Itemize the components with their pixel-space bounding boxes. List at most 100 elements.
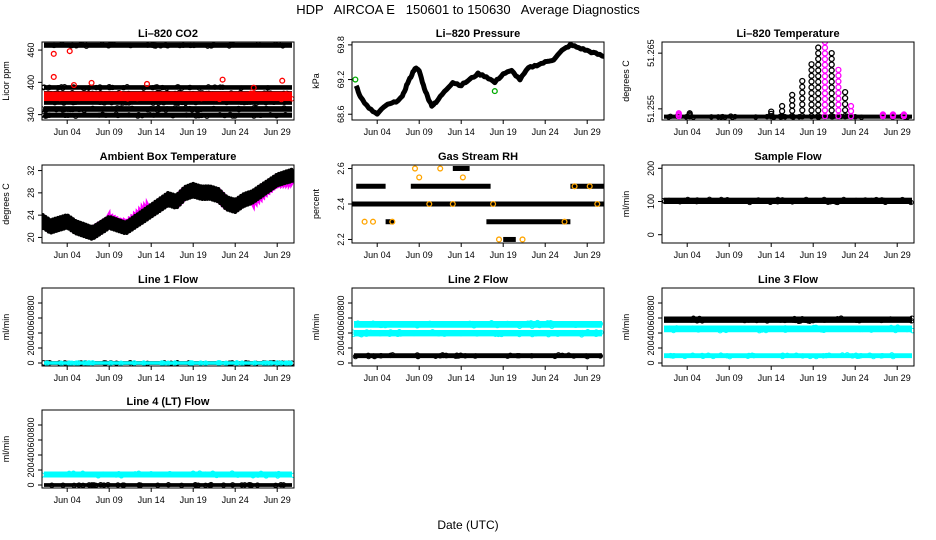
y-tick-label: 69.2 — [336, 71, 346, 89]
point — [183, 471, 189, 478]
point — [166, 471, 173, 477]
point — [352, 331, 357, 337]
point — [667, 352, 674, 359]
y-tick-label: 400 — [646, 325, 656, 340]
x-tick-label: Jun 19 — [800, 250, 827, 260]
x-tick-label: Jun 04 — [54, 495, 81, 505]
y-axis-label: percent — [311, 188, 321, 219]
point — [103, 112, 109, 118]
point — [198, 112, 205, 119]
point — [821, 112, 829, 120]
outlier-point — [594, 200, 601, 208]
x-tick-label: Jun 04 — [54, 127, 81, 137]
x-axis-label: Date (UTC) — [437, 518, 499, 532]
point — [281, 105, 287, 111]
point — [666, 325, 673, 331]
point — [690, 315, 697, 321]
x-tick-label: Jun 04 — [364, 127, 391, 137]
point — [815, 84, 822, 91]
point — [808, 66, 815, 74]
y-tick-label: 200 — [336, 340, 346, 355]
point — [217, 112, 223, 118]
plot-area — [42, 470, 294, 488]
point — [828, 55, 835, 63]
point — [879, 326, 886, 332]
x-tick-label: Jun 14 — [448, 373, 475, 383]
point — [859, 326, 866, 333]
point — [99, 111, 106, 118]
point — [835, 89, 842, 97]
outlier-point — [369, 218, 377, 225]
point — [86, 85, 92, 91]
point — [85, 360, 91, 366]
point — [772, 326, 778, 332]
y-tick-label: 200 — [26, 462, 36, 477]
point — [533, 331, 539, 337]
point — [183, 112, 190, 118]
point — [251, 113, 257, 119]
point — [828, 107, 835, 114]
band-mark — [44, 85, 292, 90]
point — [834, 199, 841, 206]
outlier-point — [571, 183, 578, 190]
x-tick-label: Jun 14 — [138, 495, 165, 505]
point — [901, 326, 907, 332]
x-tick-label: Jun 19 — [180, 250, 207, 260]
point — [782, 317, 788, 324]
point — [229, 470, 235, 476]
band-mark — [664, 197, 912, 205]
point — [263, 105, 270, 112]
point — [187, 360, 194, 366]
point — [741, 317, 748, 324]
outlier-point — [50, 73, 57, 81]
point — [124, 96, 131, 102]
series-pressure — [353, 42, 604, 117]
point — [796, 113, 802, 120]
point — [69, 42, 76, 49]
band-mark — [664, 114, 912, 119]
x-tick-label: Jun 24 — [222, 373, 249, 383]
y-axis-label: ml/min — [621, 314, 631, 341]
point — [815, 107, 822, 114]
point — [126, 112, 132, 118]
point — [60, 85, 66, 91]
point — [136, 470, 142, 476]
point — [282, 111, 289, 118]
point — [723, 327, 729, 334]
point — [414, 323, 420, 329]
point — [265, 85, 271, 91]
point — [107, 471, 114, 478]
chart-panel-5: Gas Stream RH percent 2.2 2.4 2.6 Jun 04 Jun 0… — [311, 151, 605, 260]
page-title: HDP AIRCOA E 150601 to 150630 Average Di… — [296, 2, 640, 17]
point — [821, 107, 829, 114]
point — [198, 95, 205, 102]
series-line4_cyan — [42, 470, 294, 479]
chart-title: Li–820 CO2 — [138, 28, 198, 40]
point — [251, 90, 257, 97]
point — [514, 321, 520, 327]
point — [889, 111, 897, 118]
point — [796, 318, 802, 324]
point — [62, 112, 69, 118]
x-tick-label: Jun 24 — [842, 373, 869, 383]
point — [529, 323, 535, 329]
point — [808, 72, 815, 79]
point — [365, 353, 372, 360]
point — [835, 107, 842, 114]
plot-frame — [351, 287, 605, 367]
point — [42, 106, 49, 113]
plot-area — [664, 42, 912, 120]
point — [144, 107, 151, 113]
point — [813, 353, 819, 360]
point — [178, 482, 185, 488]
outlier-point — [449, 200, 456, 208]
point — [197, 360, 204, 366]
point — [129, 105, 135, 112]
point — [800, 353, 806, 359]
point — [166, 91, 172, 98]
point — [835, 325, 841, 332]
point — [81, 471, 87, 478]
y-tick-label: 600 — [26, 310, 36, 325]
x-tick-label: Jun 19 — [490, 250, 517, 260]
chart-title: Line 4 (LT) Flow — [127, 396, 210, 408]
